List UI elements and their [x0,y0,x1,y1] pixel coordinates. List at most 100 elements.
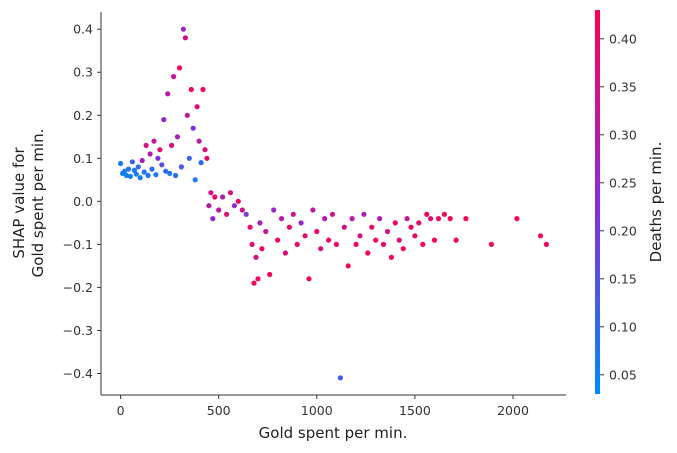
colorbar-tick-label: 0.30 [609,127,637,142]
data-point [139,157,145,164]
data-point [373,237,379,243]
x-axis-label: Gold spent per min. [259,424,408,442]
data-point [190,125,196,131]
data-point [182,35,188,41]
data-point [345,263,351,269]
data-point [216,207,222,213]
data-point [408,224,414,230]
colorbar-tick-label: 0.35 [609,79,637,94]
data-point [174,134,181,140]
data-point [235,198,241,204]
y-tick-label: 0.4 [73,22,93,37]
data-point [247,224,253,230]
data-point [412,233,418,239]
colorbar-tick-label: 0.05 [609,367,637,382]
data-point [143,142,149,148]
data-point [435,216,442,222]
data-point [404,216,410,222]
data-point [243,211,249,217]
data-point [275,237,281,243]
data-point [349,216,355,222]
y-tick-label: 0.0 [73,194,93,209]
data-point [198,160,204,166]
data-point [157,147,163,153]
data-point [202,147,208,153]
colorbar-tick-label: 0.15 [609,271,637,286]
data-point [147,151,153,157]
colorbar [595,10,600,394]
y-tick-label: 0.2 [73,108,93,123]
data-point [231,203,237,209]
data-point [424,211,430,217]
data-point [204,155,210,161]
data-point [192,177,198,183]
data-point [151,138,157,144]
data-point [133,171,139,177]
data-point [171,74,177,80]
data-point [302,233,308,239]
data-point [322,216,328,222]
data-point [184,112,190,118]
data-point [145,172,151,179]
data-point [208,190,214,196]
colorbar-ticks: 0.05 0.10 0.15 0.20 0.25 0.30 0.35 0.40 [600,31,637,382]
x-tick-label: 500 [207,403,231,418]
y-tick-label: 0.3 [73,65,93,80]
data-point [163,168,169,174]
data-point [341,224,347,230]
data-point [137,175,143,181]
data-point [380,241,387,247]
x-tick-label: 1000 [301,403,333,418]
data-point [400,246,406,252]
data-point [310,207,316,213]
data-point [206,203,212,209]
data-point [333,241,339,247]
data-point [180,26,186,32]
data-point [176,65,183,71]
data-point [377,216,383,222]
y-axis-label-line-1: SHAP value for [10,147,28,259]
data-point [149,166,155,172]
y-tick-label: −0.1 [63,237,93,252]
data-point [431,237,438,243]
data-point [224,211,230,217]
data-point [543,241,550,247]
data-point [365,250,371,256]
data-point [169,142,175,148]
data-point [441,211,447,217]
data-point [178,164,184,170]
colorbar-tick-label: 0.10 [609,319,637,334]
data-point [263,228,269,235]
data-point [514,216,520,222]
data-point [318,246,324,252]
data-point [251,280,257,286]
data-point [255,276,261,282]
data-point [267,271,273,278]
colorbar-label: Deaths per min. [647,142,665,263]
data-point [249,241,255,247]
data-point [253,254,259,260]
data-point [135,164,141,170]
data-point [392,220,398,226]
data-point [326,237,332,243]
data-point [298,220,304,226]
data-point [196,138,202,144]
data-point [384,228,391,235]
y-tick-label: −0.2 [63,280,93,295]
y-axis-label-line-2: Gold spent per min. [29,129,47,278]
data-point [314,228,320,235]
data-point [194,104,200,110]
scatter-points [118,26,550,381]
data-point [463,216,469,222]
data-point [153,172,159,178]
data-point [159,162,165,168]
data-point [121,168,128,174]
x-tick-label: 2000 [497,403,529,418]
y-tick-label: 0.1 [73,151,93,166]
data-point [188,86,194,93]
colorbar-tick-label: 0.25 [609,175,637,190]
data-point [257,220,263,226]
data-point [125,166,132,172]
data-point [447,216,453,222]
